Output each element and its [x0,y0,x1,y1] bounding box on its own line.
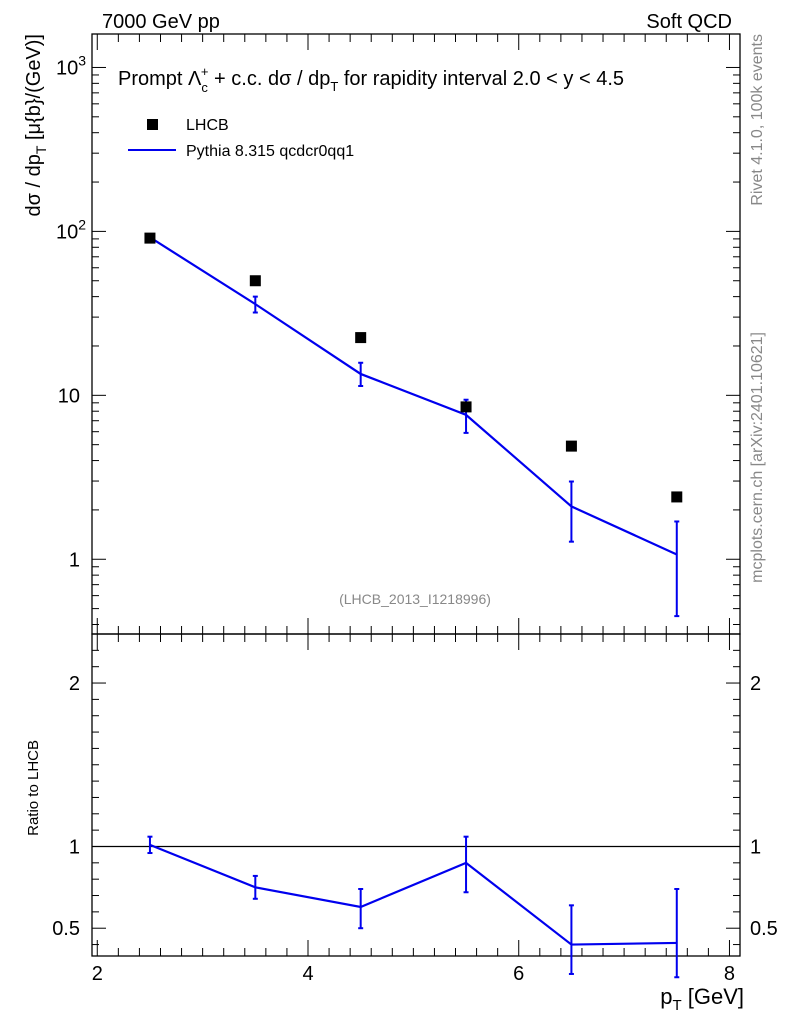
lhcb-data-series [144,232,683,503]
lhcb-data-point [460,401,472,413]
x-tick-label: 8 [724,963,735,985]
ratio-y-ticks [92,649,740,946]
y-tick-label: 102 [56,216,86,243]
rivet-label: Rivet 4.1.0, 100k events [749,34,766,206]
ratio-y-tick-labels: 0.5 0.5 1 1 2 2 [52,673,778,940]
legend: LHCB Pythia 8.315 qcdcr0qq1 [128,117,354,160]
pythia-line [149,236,678,556]
y-tick-label: 103 [56,52,86,79]
ratio-y-axis-label: Ratio to LHCB [25,740,42,836]
ratio-y-tick-label-left: 1 [69,836,80,858]
main-y-ticks [92,66,740,625]
mcplots-label: mcplots.cern.ch [arXiv:2401.10621] [749,332,766,583]
lhcb-data-point [355,332,367,344]
analysis-watermark: (LHCB_2013_I1218996) [339,591,491,607]
header-right: Soft QCD [646,11,732,33]
x-ticks [96,34,730,956]
x-tick-label: 6 [513,963,524,985]
pythia-main-series [147,233,680,618]
legend-label-lhcb: LHCB [186,117,229,134]
legend-marker-lhcb [147,119,158,130]
y-tick-label-base: 10 [56,221,78,243]
pythia-ratio-series [147,835,680,979]
x-tick-label: 2 [92,963,103,985]
ratio-line [149,843,677,946]
legend-label-pythia: Pythia 8.315 qcdcr0qq1 [186,143,354,160]
main-y-axis-label: dσ / dpT [μ{b}/(GeV)] [23,34,49,217]
ratio-y-tick-label-right: 0.5 [750,918,778,940]
y-tick-label-base: 10 [56,57,78,79]
y-tick-label-exponent: 3 [78,52,86,68]
lhcb-data-point [249,275,261,287]
x-tick-label: 4 [302,963,313,985]
x-tick-labels: 2 4 6 8 [92,963,735,985]
ratio-y-tick-label-left: 0.5 [52,918,80,940]
ratio-y-tick-label-right: 1 [750,836,761,858]
y-tick-label: 1 [69,549,80,571]
lhcb-data-point [671,491,683,503]
y-tick-label: 10 [58,385,80,407]
y-tick-label-exponent: 2 [78,216,86,232]
lhcb-data-point [144,232,156,244]
header-left: 7000 GeV pp [102,11,220,33]
x-axis-label: pT [GeV] [660,984,744,1014]
ratio-y-tick-label-right: 2 [750,673,761,695]
plot-title: Prompt Λc+ + c.c. dσ / dpT for rapidity … [118,64,624,95]
lhcb-data-point [565,440,577,452]
ratio-y-tick-label-left: 2 [69,673,80,695]
ratio-panel-frame [91,633,741,957]
